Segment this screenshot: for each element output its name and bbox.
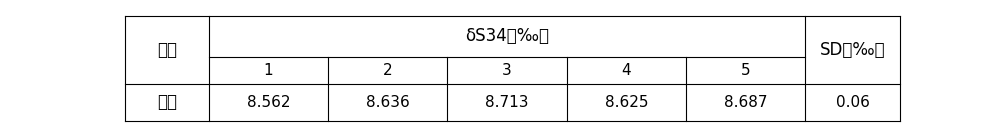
Text: 0.06: 0.06 xyxy=(836,95,870,110)
Text: 样品: 样品 xyxy=(157,41,177,59)
Text: 4: 4 xyxy=(622,63,631,78)
Text: δS34（‰）: δS34（‰） xyxy=(465,27,549,45)
Text: 淤泥: 淤泥 xyxy=(157,93,177,112)
Text: 3: 3 xyxy=(502,63,512,78)
Text: 8.687: 8.687 xyxy=(724,95,768,110)
Text: 2: 2 xyxy=(383,63,393,78)
Text: 8.562: 8.562 xyxy=(247,95,290,110)
Text: 8.625: 8.625 xyxy=(605,95,648,110)
Text: 8.636: 8.636 xyxy=(366,95,410,110)
Text: 8.713: 8.713 xyxy=(485,95,529,110)
Text: 1: 1 xyxy=(264,63,273,78)
Text: SD（‰）: SD（‰） xyxy=(820,41,886,59)
Text: 5: 5 xyxy=(741,63,751,78)
